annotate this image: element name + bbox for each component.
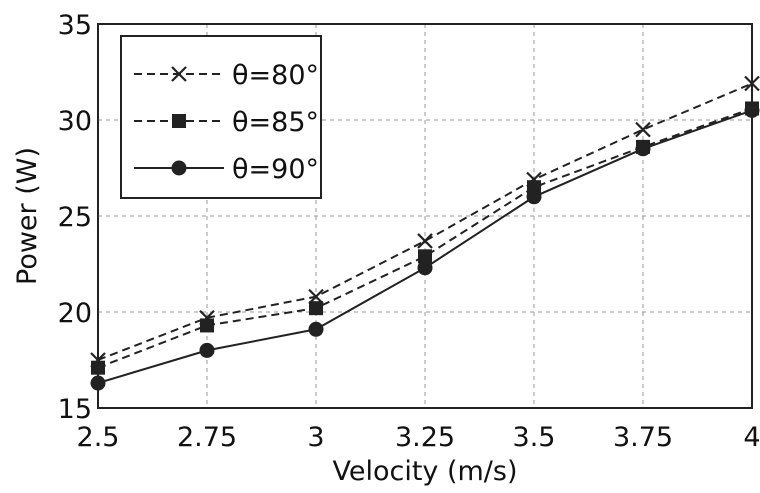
x-tick-labels: 2.5 2.75 3 3.25 3.5 3.75 4: [77, 422, 760, 453]
x-tick-label: 3: [307, 422, 324, 453]
x-tick-label: 3.25: [395, 422, 455, 453]
legend-marker: [171, 160, 187, 176]
legend-label: θ=90°: [232, 154, 319, 185]
legend-label: θ=85°: [232, 107, 319, 138]
x-tick-label: 4: [743, 422, 760, 453]
legend-marker: [171, 66, 187, 82]
legend-box: [120, 35, 322, 199]
x-axis-title: Velocity (m/s): [332, 456, 517, 487]
data-point: [417, 260, 433, 276]
data-point: [199, 342, 215, 358]
y-tick-label: 25: [58, 202, 92, 233]
data-point: [309, 301, 323, 316]
x-tick-label: 2.75: [177, 422, 237, 453]
data-point: [526, 189, 542, 205]
y-tick-label: 35: [58, 10, 92, 41]
y-tick-label: 30: [58, 106, 92, 137]
data-point: [635, 141, 651, 157]
data-point: [308, 321, 324, 337]
y-tick-labels: 15 20 25 30 35: [58, 10, 92, 425]
series-2: [90, 102, 760, 391]
data-point: [418, 249, 432, 264]
x-tick-label: 2.5: [77, 422, 120, 453]
legend: θ=80° θ=85° θ=90°: [120, 35, 322, 199]
y-tick-label: 20: [58, 298, 92, 329]
x-tick-label: 3.75: [613, 422, 673, 453]
x-tick-label: 3.5: [513, 422, 556, 453]
plot-frame: [97, 23, 753, 409]
legend-marker: [172, 114, 186, 128]
y-axis-title: Power (W): [12, 147, 43, 285]
legend-label: θ=80°: [232, 60, 319, 91]
data-point: [200, 318, 214, 333]
data-point: [417, 233, 433, 249]
series-layer: [90, 75, 760, 391]
data-point: [635, 121, 651, 138]
y-tick-label: 15: [58, 394, 92, 425]
